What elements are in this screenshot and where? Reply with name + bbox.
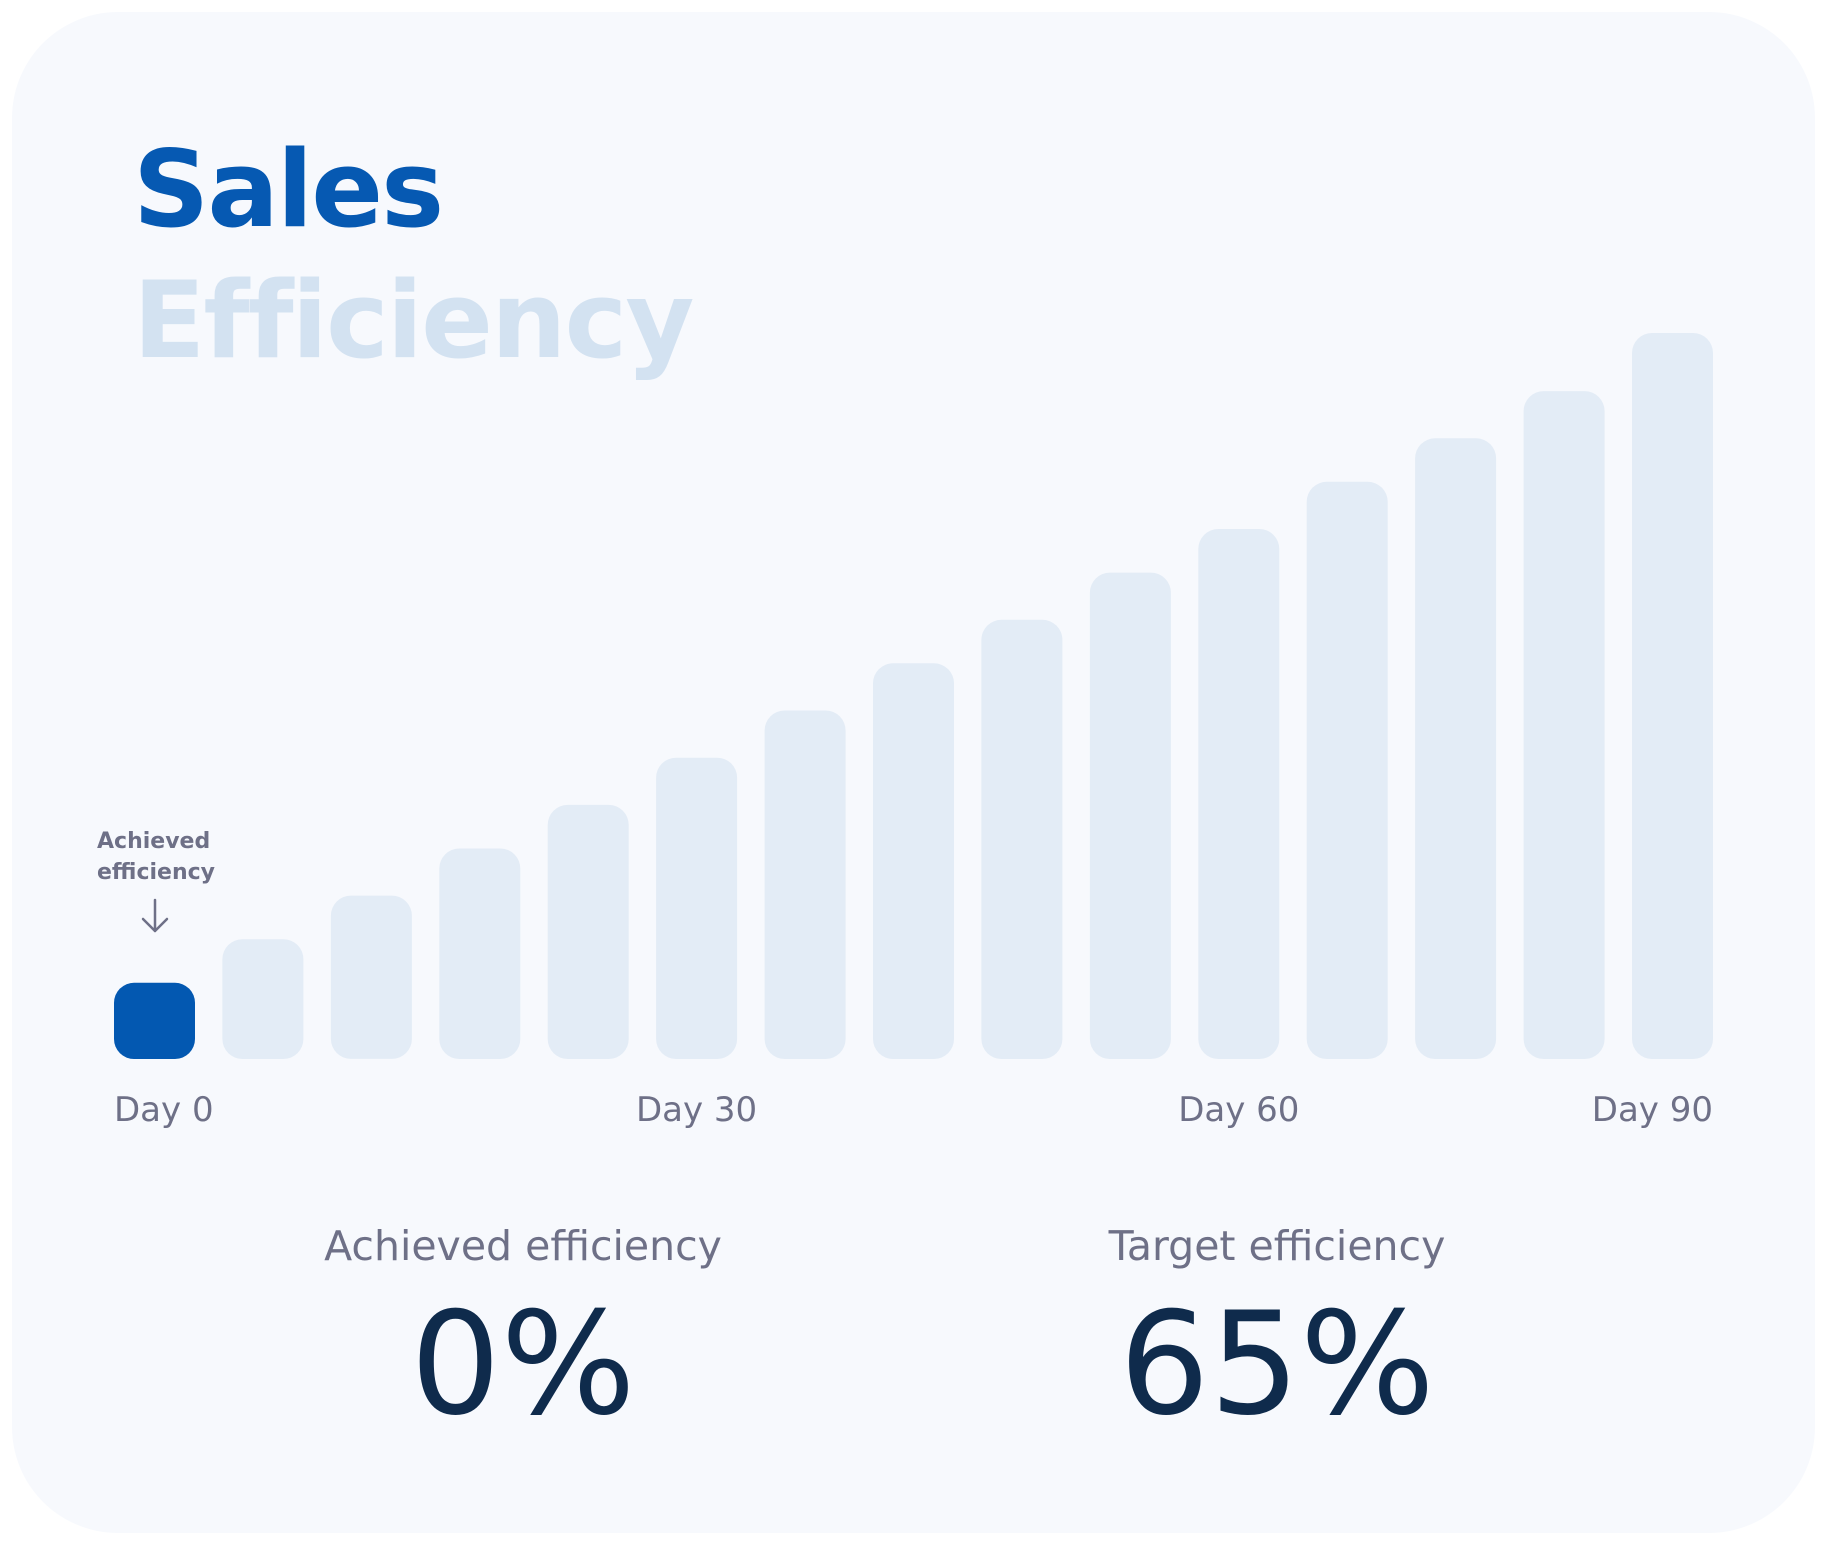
achieved-efficiency-value: 0% bbox=[410, 1282, 636, 1447]
bar bbox=[1523, 391, 1605, 1060]
bar bbox=[439, 848, 521, 1059]
x-tick-label: Day 0 bbox=[114, 1090, 214, 1130]
bar bbox=[1089, 572, 1171, 1059]
bar bbox=[981, 619, 1063, 1059]
bar bbox=[656, 757, 738, 1059]
chart-title: Sales bbox=[133, 128, 444, 251]
bar bbox=[1415, 438, 1497, 1059]
achieved-efficiency-callout: Achieved efficiency bbox=[97, 826, 215, 888]
x-tick-label: Day 90 bbox=[1592, 1090, 1713, 1130]
bar bbox=[330, 895, 412, 1059]
bar bbox=[1632, 333, 1713, 1059]
bar bbox=[1198, 529, 1280, 1059]
bar bbox=[1306, 481, 1388, 1059]
bar bbox=[764, 710, 846, 1059]
chart-subtitle: Efficiency bbox=[133, 259, 694, 382]
bar bbox=[222, 939, 304, 1059]
callout-line-2: efficiency bbox=[97, 860, 216, 885]
x-tick-label: Day 30 bbox=[636, 1090, 757, 1130]
callout-line-1: Achieved bbox=[97, 829, 211, 854]
x-tick-label: Day 60 bbox=[1178, 1090, 1299, 1130]
bar bbox=[873, 663, 954, 1059]
arrow-down-icon bbox=[141, 898, 169, 933]
target-efficiency-label: Target efficiency bbox=[1108, 1222, 1446, 1270]
bar bbox=[547, 804, 629, 1059]
target-efficiency-value: 65% bbox=[1119, 1282, 1435, 1447]
bar-highlighted bbox=[114, 982, 195, 1059]
achieved-efficiency-label: Achieved efficiency bbox=[324, 1222, 722, 1270]
